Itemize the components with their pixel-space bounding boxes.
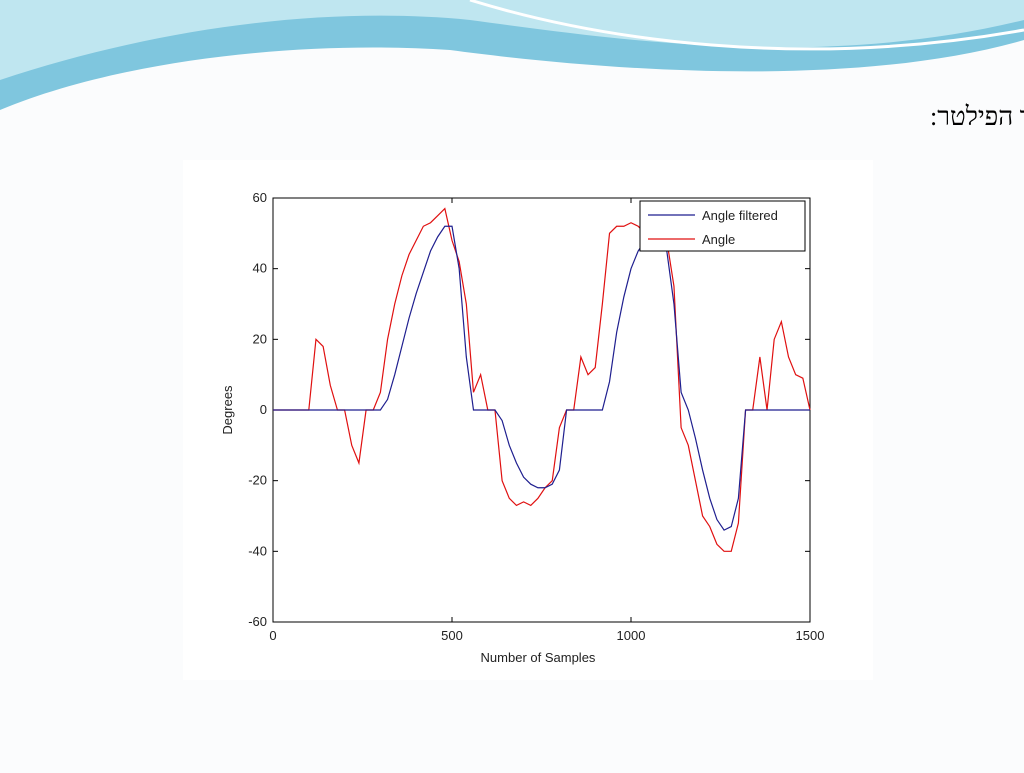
- y-tick-label: -40: [248, 543, 267, 558]
- y-tick-label: 20: [253, 331, 267, 346]
- x-tick-label: 0: [269, 628, 276, 643]
- legend: [639, 200, 806, 252]
- legend-label: Angle filtered: [702, 208, 778, 223]
- x-tick-label: 1000: [617, 628, 646, 643]
- slide-title: מצורפים גרפים המראים את הזווית ואת הזווי…: [930, 102, 1024, 131]
- x-tick-label: 500: [441, 628, 463, 643]
- wave: [469, 0, 1024, 51]
- y-axis-label: Degrees: [220, 385, 235, 435]
- y-tick-label: -60: [248, 614, 267, 629]
- y-tick-label: -20: [248, 473, 267, 488]
- y-tick-label: 60: [253, 190, 267, 205]
- y-tick-label: 0: [260, 402, 267, 417]
- y-tick-label: 40: [253, 261, 267, 276]
- x-axis-label: Number of Samples: [481, 650, 596, 665]
- series-line: [273, 225, 810, 531]
- wave: [0, 0, 1024, 80]
- legend-label: Angle: [702, 232, 735, 247]
- series-line: [273, 207, 811, 552]
- x-tick-label: 1500: [796, 628, 825, 643]
